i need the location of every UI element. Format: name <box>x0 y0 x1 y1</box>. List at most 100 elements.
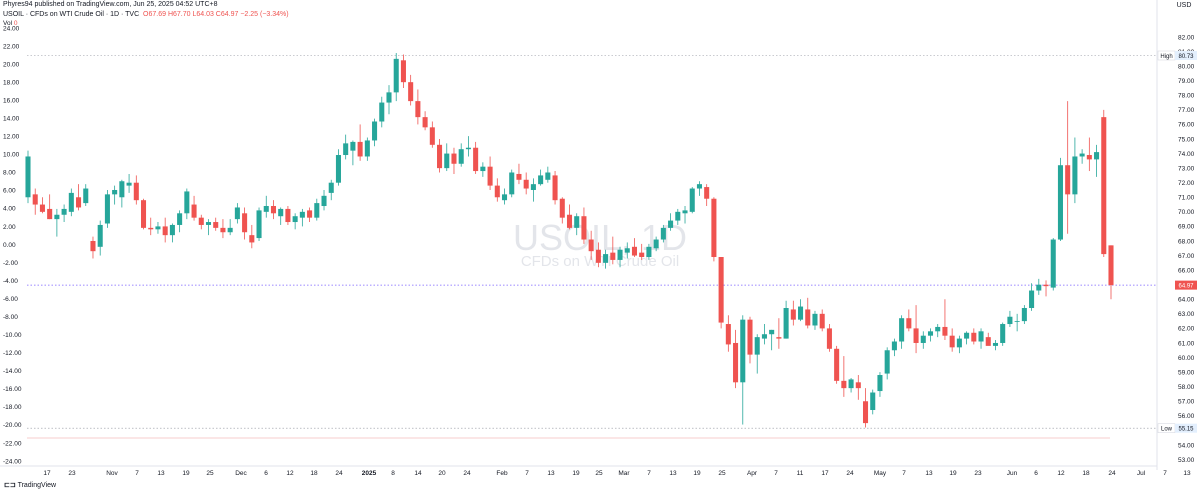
candle <box>1065 101 1071 234</box>
candle <box>696 181 702 196</box>
candle <box>83 184 89 207</box>
right-axis[interactable]: 82.0081.0080.0079.0078.0077.0076.0075.00… <box>1156 0 1197 470</box>
time-tick-label: 24 <box>463 470 471 477</box>
right-tick-label: 64.00 <box>1178 297 1195 304</box>
candle-body <box>624 248 630 253</box>
candle-body <box>1079 153 1085 157</box>
candle-body <box>155 226 161 230</box>
candle-body <box>631 246 638 256</box>
candle-body <box>350 141 356 151</box>
time-tick-label: 7 <box>135 470 139 477</box>
left-tick-label: -16.00 <box>3 386 22 393</box>
candle-body <box>487 166 493 186</box>
candle <box>321 189 327 211</box>
tradingview-logo[interactable]: ⊏⊐ TradingView <box>4 481 56 489</box>
candle-body <box>559 198 565 218</box>
symbol-name[interactable]: USOIL · CFDs on WTI Crude Oil · 1D · TVC <box>3 11 140 18</box>
candle <box>826 324 832 352</box>
candle <box>603 249 609 269</box>
right-tick-label: 66.00 <box>1178 267 1195 274</box>
candle-body <box>299 211 305 218</box>
candle <box>256 207 262 241</box>
candle-body <box>1050 239 1056 288</box>
candle-body <box>704 187 710 199</box>
candle <box>263 195 269 218</box>
right-tick-label: 53.00 <box>1178 457 1195 464</box>
candle <box>509 169 515 198</box>
currency-label[interactable]: USD <box>1173 1 1195 23</box>
candle-body <box>90 240 96 252</box>
high-price-tag-value-box <box>1175 51 1197 61</box>
candle-body <box>595 249 601 263</box>
candle <box>927 328 934 342</box>
candle <box>1057 157 1063 241</box>
candle-body <box>126 182 132 186</box>
volume-label[interactable]: Vol <box>3 20 13 27</box>
candle <box>422 111 428 131</box>
candle <box>278 207 284 225</box>
candle-body <box>148 227 154 230</box>
candle-body <box>429 127 435 145</box>
candle <box>949 328 955 352</box>
candle <box>119 179 125 208</box>
time-tick-label: Jun <box>1007 470 1018 477</box>
candle-body <box>516 173 522 180</box>
candle-body <box>790 309 796 320</box>
time-tick-label: 19 <box>182 470 190 477</box>
time-tick-label: 20 <box>438 470 446 477</box>
candle <box>733 329 739 389</box>
candle <box>68 188 74 217</box>
candle-body <box>1057 165 1063 240</box>
candle <box>805 297 811 329</box>
time-tick-label: 23 <box>68 470 76 477</box>
candle <box>855 375 861 400</box>
candle-body <box>566 214 573 228</box>
candle <box>1079 149 1085 164</box>
right-tick-label: 71.00 <box>1178 195 1195 202</box>
candle <box>429 121 435 148</box>
time-tick-label: 25 <box>595 470 603 477</box>
right-tick-label: 62.00 <box>1178 326 1195 333</box>
time-tick-label: 24 <box>1108 470 1116 477</box>
candle <box>769 329 775 351</box>
left-tick-label: 18.00 <box>3 79 20 86</box>
candle <box>559 197 565 224</box>
time-tick-label: 7 <box>647 470 651 477</box>
candle <box>877 372 883 397</box>
candle <box>776 318 782 349</box>
candle <box>761 324 767 345</box>
candle <box>545 166 551 183</box>
candle-body <box>855 382 861 389</box>
candle-body <box>263 206 269 212</box>
candle-body <box>985 337 991 346</box>
candle <box>689 187 695 214</box>
candle-body <box>927 331 934 336</box>
candle <box>747 316 753 364</box>
candle-body <box>906 318 912 329</box>
candle-body <box>610 252 616 260</box>
time-axis[interactable]: 17 23 Nov 7 13 19 25 Dec 6 12 18 24 2025 8 14 20 24 Feb 7 1… <box>0 465 1191 477</box>
low-price-tag-tag-text: Low <box>1161 427 1173 433</box>
left-tick-label: 6.00 <box>3 188 16 195</box>
candle-body <box>501 194 508 201</box>
high-price-tag: High 80.73 <box>1157 50 1197 61</box>
right-tick-label: 61.00 <box>1178 340 1195 347</box>
left-tick-label: 16.00 <box>3 97 20 104</box>
candle-body <box>343 143 349 156</box>
candle <box>458 143 464 167</box>
candle <box>451 147 457 174</box>
tradingview-icon: ⊏⊐ <box>4 482 16 489</box>
candle <box>1029 283 1035 311</box>
candle-body <box>328 182 334 193</box>
left-tick-label: 0.00 <box>3 242 16 249</box>
candle-body <box>205 222 212 225</box>
left-tick-label: -8.00 <box>3 314 18 321</box>
candle-body <box>1007 316 1013 325</box>
candles <box>25 53 1114 428</box>
candle <box>899 315 905 349</box>
candle <box>169 223 175 243</box>
candle-body <box>480 166 486 172</box>
candle <box>588 230 594 260</box>
candle <box>299 208 305 227</box>
